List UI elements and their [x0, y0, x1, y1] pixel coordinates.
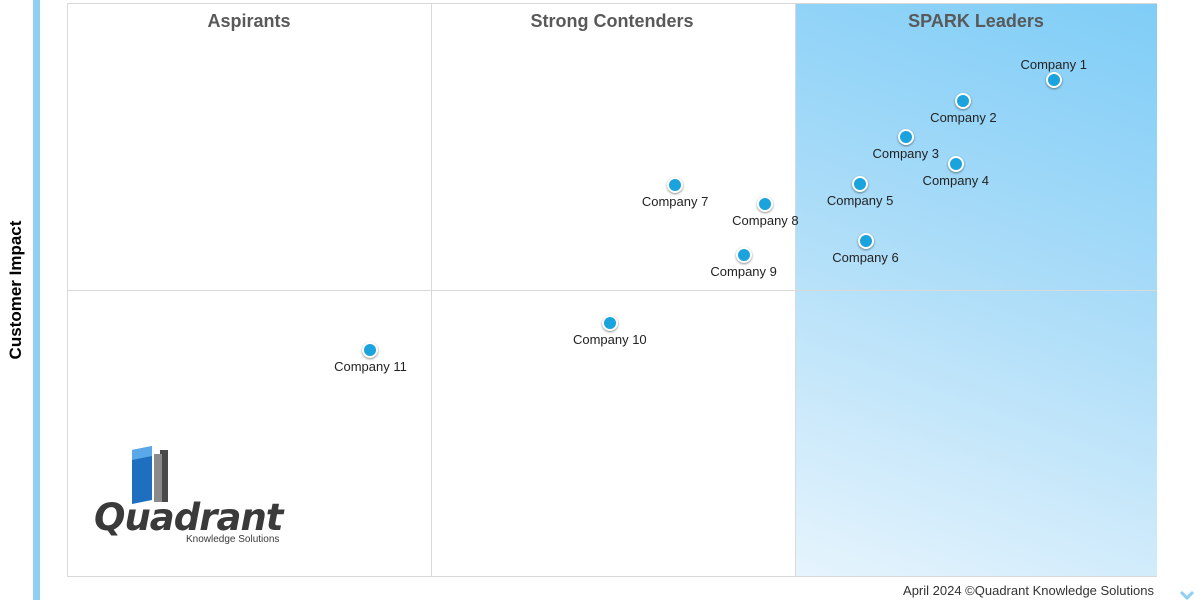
quadrant-label-spark-leaders: SPARK Leaders [908, 11, 1044, 31]
data-point-6 [857, 232, 874, 249]
data-point-label-7: Company 7 [641, 194, 709, 210]
quadrant-logo: Quadrant Knowledge Solutions [94, 446, 304, 550]
data-point-11 [362, 342, 379, 359]
gridline-horizontal [68, 290, 1156, 291]
data-point-label-6: Company 6 [832, 249, 899, 265]
data-point-label-4: Company 4 [922, 172, 990, 188]
quadrant-label-strong-contenders: Strong Contenders [530, 11, 694, 31]
book-logo-icon [132, 446, 168, 504]
quadrant-plot: Aspirants Strong Contenders SPARK Leader… [67, 3, 1157, 577]
data-point-label-9: Company 9 [710, 264, 777, 280]
data-point-5 [852, 176, 869, 193]
data-point-2 [955, 92, 972, 109]
logo-wordmark: Quadrant [94, 496, 283, 539]
side-accent-bar [33, 0, 40, 600]
y-axis-label: Customer Impact [6, 220, 25, 360]
data-point-3 [897, 128, 914, 145]
footer-copyright: April 2024 ©Quadrant Knowledge Solutions [903, 583, 1154, 598]
data-point-9 [735, 247, 752, 264]
data-point-label-11: Company 11 [334, 359, 407, 375]
data-point-8 [757, 196, 774, 213]
data-point-10 [601, 314, 618, 331]
data-point-7 [667, 177, 684, 194]
data-point-4 [947, 155, 964, 172]
quadrant-label-aspirants: Aspirants [207, 11, 291, 31]
logo-subtitle: Knowledge Solutions [186, 534, 280, 545]
data-point-label-5: Company 5 [826, 193, 894, 209]
data-point-label-3: Company 3 [872, 145, 939, 161]
data-point-label-10: Company 10 [572, 331, 647, 347]
data-point-label-2: Company 2 [930, 109, 997, 125]
corner-chevron-icon [1180, 591, 1194, 601]
data-point-1 [1045, 71, 1062, 88]
data-point-label-8: Company 8 [732, 213, 799, 229]
data-point-label-1: Company 1 [1020, 56, 1087, 72]
